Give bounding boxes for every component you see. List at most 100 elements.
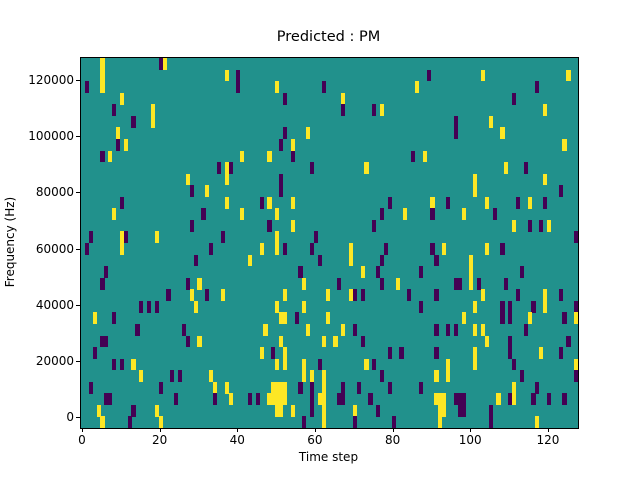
heatmap-cell bbox=[100, 277, 105, 290]
heatmap-cell bbox=[543, 289, 548, 302]
heatmap-cell bbox=[259, 347, 264, 359]
heatmap-cell bbox=[546, 219, 552, 232]
heatmap-cell bbox=[434, 323, 439, 336]
heatmap-cell bbox=[438, 393, 443, 406]
heatmap-cell bbox=[418, 266, 423, 278]
heatmap-cell bbox=[473, 347, 478, 359]
heatmap-cell bbox=[511, 92, 517, 105]
heatmap-cell bbox=[558, 185, 563, 198]
heatmap-cell bbox=[473, 323, 478, 336]
heatmap-cell bbox=[170, 370, 175, 383]
heatmap-cell bbox=[445, 196, 451, 209]
heatmap-cell bbox=[504, 277, 509, 290]
heatmap-cell bbox=[310, 381, 315, 394]
heatmap-cell bbox=[181, 323, 187, 336]
x-tick-mark bbox=[159, 428, 161, 432]
heatmap-cell bbox=[500, 127, 505, 140]
heatmap-cell bbox=[500, 300, 505, 313]
heatmap-cell bbox=[360, 335, 365, 348]
heatmap-cell bbox=[539, 219, 544, 232]
heatmap-cell bbox=[411, 150, 416, 163]
x-tick-mark bbox=[314, 428, 316, 432]
x-tick-label: 0 bbox=[78, 433, 86, 447]
y-tick-label: 20000 bbox=[35, 353, 74, 368]
heatmap-cell bbox=[574, 300, 578, 313]
heatmap-cell bbox=[263, 323, 268, 336]
heatmap-cell bbox=[282, 289, 288, 302]
heatmap-cell bbox=[119, 358, 124, 371]
heatmap-cell bbox=[282, 92, 288, 105]
heatmap-cell bbox=[279, 185, 284, 198]
x-tick-mark bbox=[81, 428, 83, 432]
heatmap-cell bbox=[275, 381, 280, 394]
heatmap-cell bbox=[488, 416, 493, 428]
heatmap-cell bbox=[527, 312, 532, 325]
heatmap-cell bbox=[341, 323, 346, 336]
y-tick-mark bbox=[76, 192, 80, 194]
heatmap-cell bbox=[275, 300, 280, 313]
heatmap-cell bbox=[364, 162, 369, 174]
heatmap-cell bbox=[372, 358, 377, 371]
heatmap-cell bbox=[135, 323, 140, 336]
heatmap-cell bbox=[282, 358, 288, 371]
heatmap-cell bbox=[543, 196, 548, 209]
heatmap-cell bbox=[178, 370, 183, 383]
heatmap-cell bbox=[535, 381, 540, 394]
heatmap-cell bbox=[205, 185, 210, 198]
heatmap-cell bbox=[325, 312, 330, 325]
heatmap-cell bbox=[321, 381, 326, 394]
heatmap-cell bbox=[461, 393, 466, 406]
heatmap-cell bbox=[546, 393, 552, 406]
y-tick-label: 40000 bbox=[35, 297, 74, 312]
heatmap-cell bbox=[189, 185, 194, 198]
heatmap-cell bbox=[115, 127, 121, 140]
heatmap-cell bbox=[310, 393, 315, 406]
heatmap-cell bbox=[271, 393, 276, 406]
heatmap-cell bbox=[166, 289, 171, 302]
heatmap-cell bbox=[236, 81, 241, 93]
heatmap-cell bbox=[508, 393, 513, 406]
heatmap-cell bbox=[294, 312, 299, 325]
y-tick-mark bbox=[76, 248, 80, 250]
heatmap-cell bbox=[453, 127, 458, 140]
heatmap-cell bbox=[247, 393, 253, 406]
heatmap-cell bbox=[508, 335, 513, 348]
heatmap-cell bbox=[92, 347, 97, 359]
heatmap-cell bbox=[220, 231, 225, 244]
heatmap-cell bbox=[341, 381, 346, 394]
heatmap-cell bbox=[515, 196, 521, 209]
heatmap-cell bbox=[290, 219, 295, 232]
heatmap-cell bbox=[360, 266, 365, 278]
heatmap-cell bbox=[558, 289, 563, 302]
heatmap-cell bbox=[477, 277, 482, 290]
heatmap-cell bbox=[282, 381, 288, 394]
heatmap-cell bbox=[279, 404, 284, 417]
heatmap-cell bbox=[108, 393, 113, 406]
heatmap-cell bbox=[224, 162, 229, 174]
y-tick-mark bbox=[76, 417, 80, 418]
heatmap-cell bbox=[290, 196, 295, 209]
heatmap-cell bbox=[279, 173, 284, 186]
heatmap-cell bbox=[139, 300, 144, 313]
heatmap-cell bbox=[310, 370, 315, 383]
heatmap-cell bbox=[438, 404, 443, 417]
heatmap-cell bbox=[259, 243, 264, 255]
heatmap-cell bbox=[352, 404, 357, 417]
x-tick-label: 120 bbox=[536, 433, 560, 447]
heatmap-cell bbox=[96, 404, 101, 417]
y-tick-label: 120000 bbox=[28, 73, 74, 87]
heatmap-cell bbox=[566, 335, 571, 348]
heatmap-cell bbox=[193, 254, 198, 267]
heatmap-cell bbox=[193, 300, 198, 313]
heatmap-cell bbox=[558, 347, 563, 359]
heatmap-cell bbox=[515, 289, 521, 302]
heatmap-cell bbox=[100, 335, 105, 348]
heatmap-cell bbox=[562, 138, 567, 151]
heatmap-cell bbox=[379, 208, 385, 221]
heatmap-cell bbox=[438, 416, 443, 428]
heatmap-cell bbox=[321, 81, 326, 93]
heatmap-cell bbox=[372, 104, 377, 117]
heatmap-cell bbox=[147, 300, 152, 313]
heatmap-cell bbox=[399, 347, 404, 359]
heatmap-cell bbox=[271, 381, 276, 394]
